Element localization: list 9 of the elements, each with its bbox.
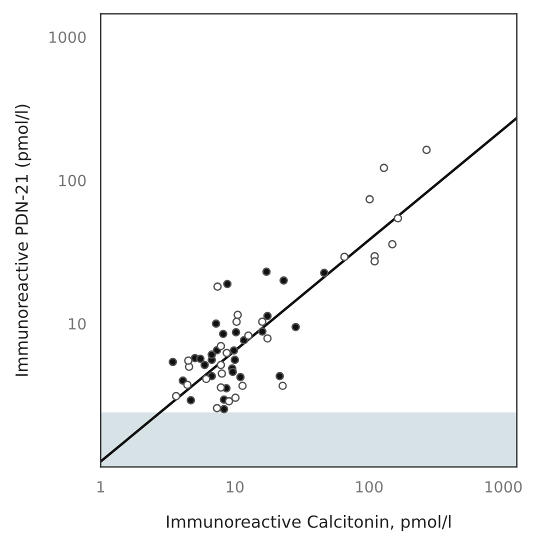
y-axis-title: Immunoreactive PDN-21 (pmol/l) [15,104,32,376]
y-tick-label: 1000 [50,31,86,44]
x-tick-label: 10 [226,481,244,493]
x-tick-label: 100 [356,481,383,493]
y-tick-label: 100 [59,174,86,186]
x-axis-title: Immunoreactive Calcitonin, pmol/l [167,515,450,532]
x-tick-label: 1000 [486,481,522,493]
y-tick-label: 10 [68,318,86,330]
x-tick-label: 1 [97,481,104,492]
